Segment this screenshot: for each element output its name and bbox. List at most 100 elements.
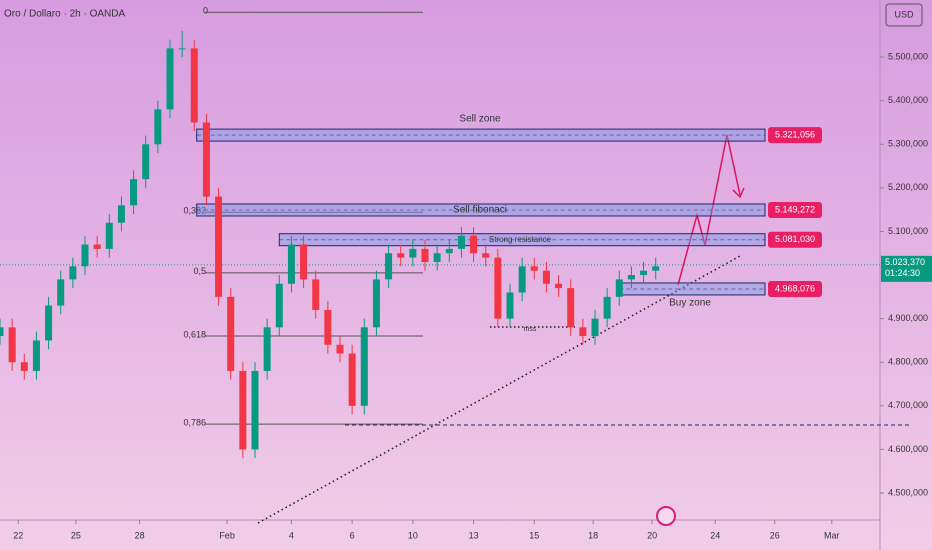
candle-body <box>640 270 648 276</box>
y-tick-label: 5.500,000 <box>888 51 928 61</box>
x-tick-label: 4 <box>289 530 294 540</box>
candle-body <box>324 309 332 345</box>
candle-body <box>57 279 65 306</box>
x-tick-label: 20 <box>647 530 657 540</box>
y-tick-label: 4.800,000 <box>888 357 928 367</box>
candle-body <box>32 340 40 371</box>
candle-body <box>591 318 599 337</box>
price-tag <box>768 231 822 248</box>
candle-body <box>336 344 344 354</box>
x-tick-label: 26 <box>770 530 780 540</box>
currency-box[interactable] <box>885 3 923 27</box>
candle-body <box>409 248 417 258</box>
candle-body <box>202 122 210 197</box>
fib-label: 0 <box>203 6 208 16</box>
candle-body <box>178 48 186 50</box>
logo[interactable] <box>656 506 676 526</box>
candle-body <box>530 266 538 271</box>
candle-body <box>603 296 611 319</box>
currency[interactable]: USD <box>894 9 914 19</box>
zone-name: Strong resistance <box>489 235 552 244</box>
candle-body <box>287 244 295 284</box>
projection-arrow <box>677 134 745 286</box>
candle-body <box>45 305 53 341</box>
price-tag-label: 5.081,030 <box>775 234 815 244</box>
candle-body <box>275 283 283 328</box>
candle-body <box>348 353 356 406</box>
candle-body <box>69 266 77 280</box>
candle-body <box>627 275 635 280</box>
fib-label: 0,786 <box>183 417 206 427</box>
candle-body <box>154 109 162 145</box>
y-tick-label: 4.500,000 <box>888 487 928 497</box>
fib-label: 0,618 <box>183 329 206 339</box>
x-tick-label: 10 <box>408 530 418 540</box>
candle-body <box>579 327 587 337</box>
candle-body <box>433 253 441 262</box>
y-tick-label: 5.100,000 <box>888 226 928 236</box>
candle-body <box>385 253 393 280</box>
price-tag-label: 4.968,076 <box>775 283 815 293</box>
candle-body <box>457 235 465 249</box>
fib-label: 0,5 <box>193 266 206 276</box>
candle-body <box>81 244 89 267</box>
candle-body <box>506 292 514 319</box>
price-tag <box>768 201 822 218</box>
candle-body <box>105 222 113 249</box>
zone-name: Buy zone <box>669 298 711 309</box>
candle-body <box>470 235 478 254</box>
candle-body <box>130 179 138 206</box>
x-tick-label: 24 <box>710 530 720 540</box>
candle-body <box>300 244 308 280</box>
current-price-label: 5.023,370 <box>885 257 925 267</box>
candle-body <box>93 244 101 249</box>
current-price-tag <box>881 255 932 282</box>
candle-body <box>117 205 125 223</box>
candle-body <box>421 248 429 262</box>
y-tick-label: 4.700,000 <box>888 400 928 410</box>
candle-body <box>372 279 380 328</box>
candle-body <box>215 196 223 297</box>
x-tick-label: 18 <box>588 530 598 540</box>
y-tick-label: 5.400,000 <box>888 95 928 105</box>
price-tag <box>768 280 822 297</box>
candle-body <box>567 288 575 328</box>
candle-body <box>312 279 320 310</box>
y-tick-label: 5.200,000 <box>888 182 928 192</box>
y-tick-label: 4.600,000 <box>888 444 928 454</box>
mss-label: mss <box>524 326 537 333</box>
candle-body <box>360 327 368 406</box>
candle-body <box>397 253 405 258</box>
x-tick-label: 6 <box>350 530 355 540</box>
candle-body <box>190 48 198 123</box>
candle-body <box>166 48 174 110</box>
candle-body <box>445 248 453 254</box>
zone-name: Sell fibonaci <box>453 205 507 216</box>
price-tag-label: 5.321,056 <box>775 129 815 139</box>
y-tick-label: 5.300,000 <box>888 139 928 149</box>
x-tick-label: 28 <box>135 530 145 540</box>
x-tick-label: 22 <box>13 530 23 540</box>
candle-body <box>494 257 502 319</box>
candle-body <box>142 144 150 180</box>
chart-title: Oro / Dollaro · 2h · OANDA <box>4 9 125 20</box>
candle-body <box>518 266 526 293</box>
price-tag <box>768 127 822 144</box>
zone-name: Sell zone <box>459 114 501 125</box>
countdown: 01:24:30 <box>885 268 920 278</box>
candle-body <box>482 253 490 258</box>
y-tick-label: 4.900,000 <box>888 313 928 323</box>
candle-body <box>251 370 259 450</box>
candle-body <box>20 362 28 371</box>
candle-body <box>652 266 660 271</box>
candle-body <box>8 327 16 363</box>
price-tag-label: 5.149,272 <box>775 204 815 214</box>
candle-body <box>227 296 235 371</box>
candle-body <box>555 283 563 289</box>
trend-line <box>257 255 741 524</box>
candle-body <box>615 279 623 297</box>
x-tick-label: 15 <box>529 530 539 540</box>
x-tick-label: Mar <box>824 530 840 540</box>
